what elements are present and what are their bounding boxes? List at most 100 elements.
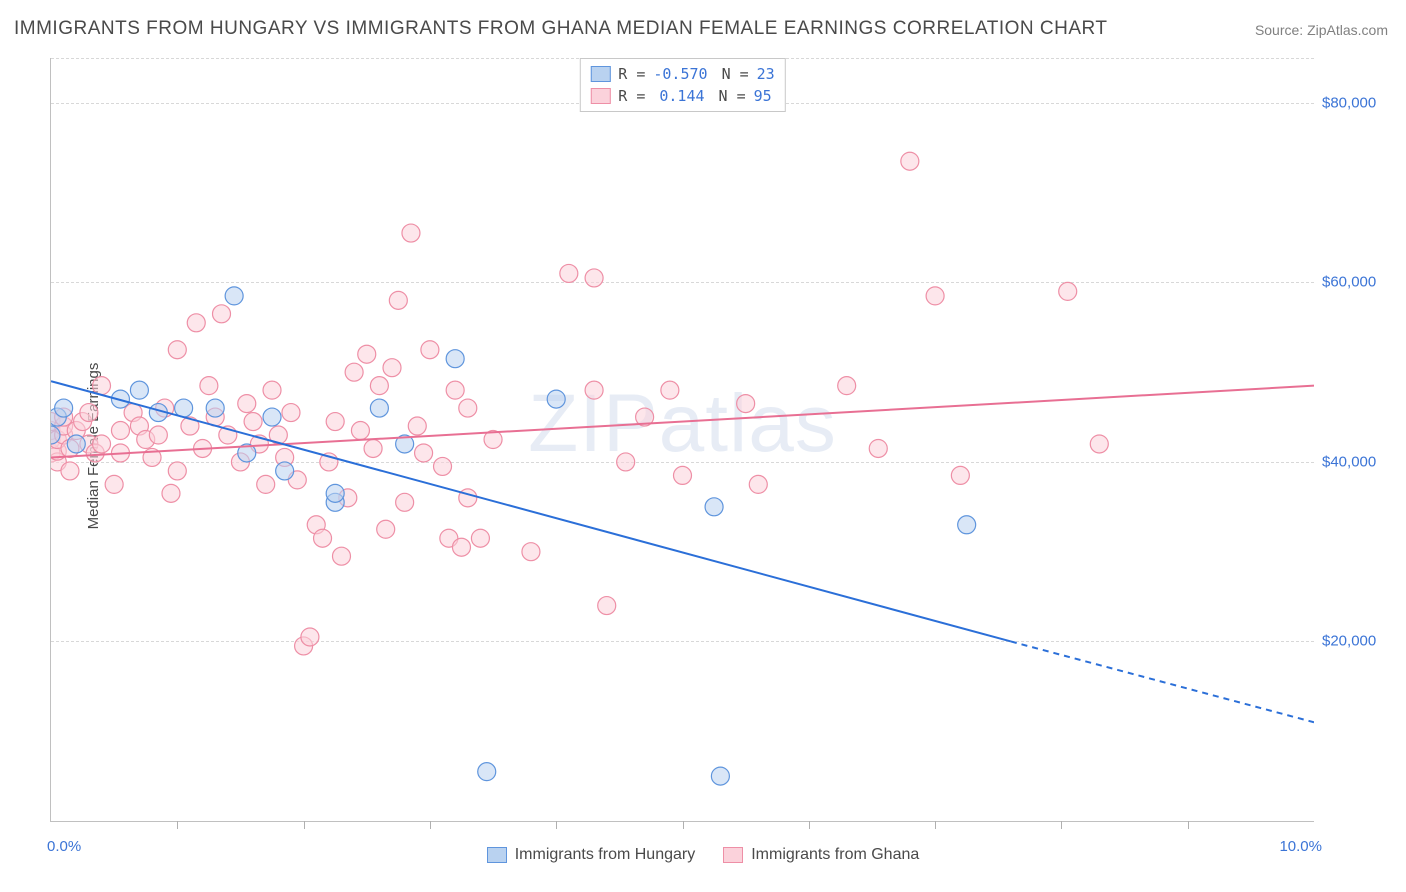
hungary-point [711,767,729,785]
hungary-point [446,350,464,368]
hungary-r-value: -0.570 [653,65,707,83]
ghana-point [926,287,944,305]
legend-item-hungary: Immigrants from Hungary [487,846,696,864]
legend-row-ghana: R = 0.144 N = 95 [590,85,774,107]
ghana-point [80,404,98,422]
y-tick-label: $40,000 [1322,453,1392,470]
ghana-point [434,457,452,475]
chart-plot-area: ZIPatlas R = -0.570 N = 23 R = 0.144 N =… [50,58,1314,822]
ghana-point [332,547,350,565]
ghana-point [408,417,426,435]
ghana-point [471,529,489,547]
hungary-swatch-icon [487,847,507,863]
ghana-point [901,152,919,170]
chart-title: IMMIGRANTS FROM HUNGARY VS IMMIGRANTS FR… [14,18,1107,40]
ghana-point [951,466,969,484]
hungary-point [55,399,73,417]
hungary-point [547,390,565,408]
correlation-legend: R = -0.570 N = 23 R = 0.144 N = 95 [579,58,785,112]
ghana-point [326,413,344,431]
hungary-n-value: 23 [757,65,775,83]
ghana-point [149,426,167,444]
ghana-point [1090,435,1108,453]
ghana-point [383,359,401,377]
ghana-point [282,404,300,422]
ghana-point [364,439,382,457]
ghana-point [415,444,433,462]
hungary-point [478,763,496,781]
ghana-point [377,520,395,538]
ghana-point [389,291,407,309]
ghana-point [396,493,414,511]
r-label: R = [618,87,645,105]
legend-item-ghana: Immigrants from Ghana [723,846,919,864]
ghana-swatch-icon [723,847,743,863]
hungary-point [130,381,148,399]
ghana-point [263,381,281,399]
ghana-point [105,475,123,493]
ghana-point [358,345,376,363]
scatter-svg [51,58,1314,821]
ghana-point [244,413,262,431]
ghana-point [257,475,275,493]
hungary-point [705,498,723,516]
r-label: R = [618,65,645,83]
hungary-point [263,408,281,426]
ghana-point [301,628,319,646]
y-tick-label: $20,000 [1322,633,1392,650]
ghana-point [370,377,388,395]
ghana-point [598,597,616,615]
y-tick-label: $60,000 [1322,274,1392,291]
ghana-point [459,399,477,417]
ghana-point [168,341,186,359]
ghana-point [238,395,256,413]
ghana-point [661,381,679,399]
ghana-point [162,484,180,502]
n-label: N = [719,87,746,105]
hungary-point [958,516,976,534]
legend-row-hungary: R = -0.570 N = 23 [590,63,774,85]
hungary-swatch-icon [590,66,610,82]
hungary-series-label: Immigrants from Hungary [515,846,696,864]
ghana-point [749,475,767,493]
ghana-point [402,224,420,242]
ghana-point [737,395,755,413]
ghana-point [351,422,369,440]
ghana-point [111,422,129,440]
hungary-point [326,484,344,502]
hungary-point [276,462,294,480]
ghana-point [560,264,578,282]
hungary-trendline [51,381,1011,641]
ghana-point [522,543,540,561]
ghana-point [93,377,111,395]
ghana-point [187,314,205,332]
hungary-point [206,399,224,417]
ghana-point [168,462,186,480]
hungary-point [67,435,85,453]
ghana-point [213,305,231,323]
ghana-point [617,453,635,471]
hungary-point [225,287,243,305]
ghana-point [200,377,218,395]
series-legend: Immigrants from Hungary Immigrants from … [0,846,1406,864]
ghana-point [93,435,111,453]
ghana-r-value: 0.144 [659,87,704,105]
y-tick-label: $80,000 [1322,94,1392,111]
ghana-point [314,529,332,547]
ghana-point [869,439,887,457]
ghana-point [674,466,692,484]
ghana-point [61,462,79,480]
ghana-point [585,381,603,399]
hungary-point [370,399,388,417]
ghana-point [838,377,856,395]
ghana-point [446,381,464,399]
source-attribution: Source: ZipAtlas.com [1255,22,1388,38]
ghana-series-label: Immigrants from Ghana [751,846,919,864]
n-label: N = [722,65,749,83]
ghana-point [421,341,439,359]
ghana-swatch-icon [590,88,610,104]
hungary-trendline-extrapolated [1011,641,1314,722]
ghana-point [585,269,603,287]
ghana-point [1059,282,1077,300]
ghana-point [345,363,363,381]
